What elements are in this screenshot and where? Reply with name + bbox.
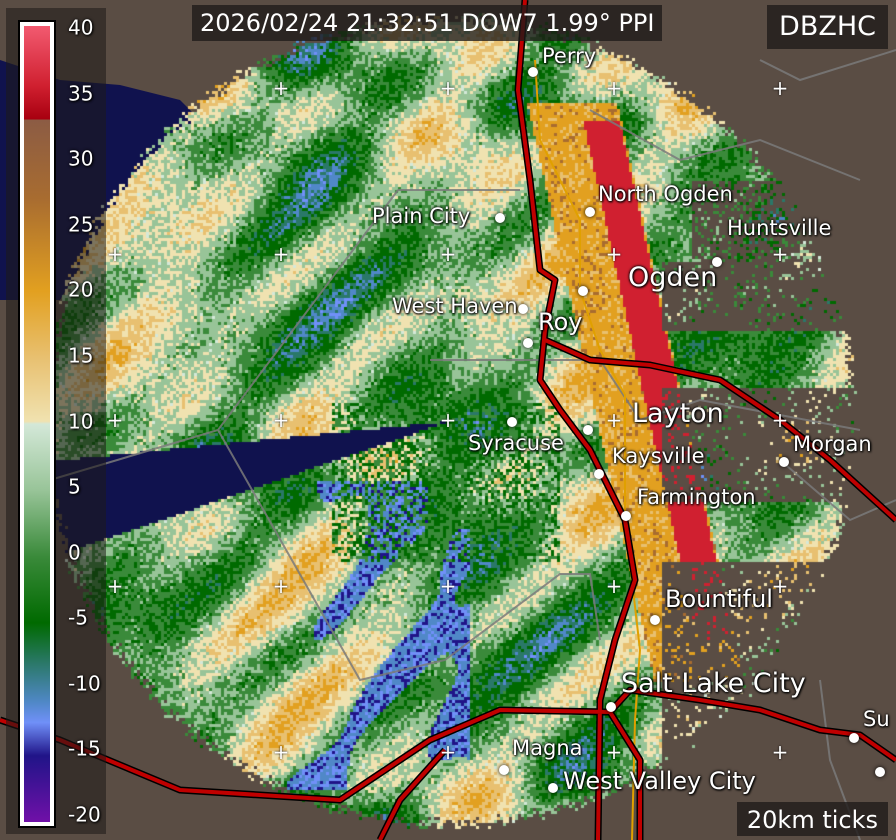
colorbar-tick-label: 35 <box>68 81 94 106</box>
city-label: Kaysville <box>612 444 705 468</box>
city-label: Magna <box>512 736 583 760</box>
range-tick-icon: + <box>272 408 290 432</box>
colorbar-tick-label: -15 <box>68 736 101 761</box>
range-tick-icon: + <box>439 408 457 432</box>
range-tick-icon: + <box>272 76 290 100</box>
range-tick-icon: + <box>439 740 457 764</box>
colorbar-tick-label: -10 <box>68 671 101 696</box>
city-marker-icon <box>621 511 631 521</box>
city-marker-icon <box>712 257 722 267</box>
range-tick-icon: + <box>771 574 789 598</box>
city-marker-icon <box>518 304 528 314</box>
colorbar: 40 35 30 25 20 15 10 5 0 -5 -10 -15 -20 <box>6 8 106 834</box>
city-marker-icon <box>548 783 558 793</box>
city-label: North Ogden <box>598 182 733 206</box>
colorbar-gradient <box>18 20 56 828</box>
city-label: Layton <box>632 398 724 429</box>
city-marker-icon <box>578 286 588 296</box>
product-label: DBZHC <box>767 5 888 49</box>
city-marker-icon <box>583 425 593 435</box>
city-marker-icon <box>523 338 533 348</box>
colorbar-tick-label: 20 <box>68 277 94 302</box>
range-tick-icon: + <box>439 76 457 100</box>
range-tick-icon: + <box>771 408 789 432</box>
city-marker-icon <box>499 765 509 775</box>
colorbar-tick-label: 30 <box>68 146 94 171</box>
range-tick-icon: + <box>605 76 623 100</box>
range-tick-icon: + <box>771 740 789 764</box>
colorbar-tick-label: -5 <box>68 605 88 630</box>
range-tick-icon: + <box>439 574 457 598</box>
city-marker-icon <box>585 207 595 217</box>
city-label: Perry <box>542 44 597 68</box>
city-marker-icon <box>779 457 789 467</box>
colorbar-tick-label: 5 <box>68 474 81 499</box>
city-marker-icon <box>849 733 859 743</box>
city-label: Plain City <box>372 204 471 228</box>
city-label: Morgan <box>793 432 872 456</box>
city-marker-icon <box>507 417 517 427</box>
range-tick-icon: + <box>272 574 290 598</box>
city-label: Farmington <box>637 485 756 509</box>
range-tick-icon: + <box>439 242 457 266</box>
range-tick-icon: + <box>771 76 789 100</box>
city-label: Salt Lake City <box>621 668 806 699</box>
city-marker-icon <box>606 702 616 712</box>
colorbar-tick-label: -20 <box>68 802 101 827</box>
city-marker-icon <box>650 615 660 625</box>
range-tick-icon: + <box>106 574 124 598</box>
city-label: Ogden <box>628 262 718 293</box>
range-tick-icon: + <box>605 242 623 266</box>
city-label: Bountiful <box>665 585 773 613</box>
scale-note: 20km ticks <box>736 802 888 836</box>
colorbar-tick-label: 25 <box>68 212 94 237</box>
city-label: Huntsville <box>727 216 832 240</box>
range-tick-icon: + <box>605 408 623 432</box>
city-label: Su <box>863 707 890 731</box>
city-label: Roy <box>538 308 583 336</box>
city-marker-icon <box>495 213 505 223</box>
city-label: West Valley City <box>563 767 756 795</box>
range-tick-icon: + <box>106 408 124 432</box>
city-marker-icon <box>594 469 604 479</box>
colorbar-tick-label: 15 <box>68 343 94 368</box>
city-marker-icon <box>528 67 538 77</box>
city-label: Syracuse <box>468 431 564 455</box>
colorbar-tick-label: 40 <box>68 15 94 40</box>
colorbar-tick-label: 10 <box>68 409 94 433</box>
city-label: West Haven <box>392 294 518 318</box>
range-tick-icon: + <box>605 574 623 598</box>
range-tick-icon: + <box>272 242 290 266</box>
secondary-roads <box>534 59 642 840</box>
range-tick-icon: + <box>106 242 124 266</box>
county-lines <box>49 49 896 840</box>
range-tick-icon: + <box>771 242 789 266</box>
city-marker-icon <box>875 767 885 777</box>
scan-title: 2026/02/24 21:32:51 DOW7 1.99° PPI <box>192 5 663 41</box>
range-tick-icon: + <box>605 740 623 764</box>
range-tick-icon: + <box>272 740 290 764</box>
colorbar-tick-label: 0 <box>68 540 81 565</box>
